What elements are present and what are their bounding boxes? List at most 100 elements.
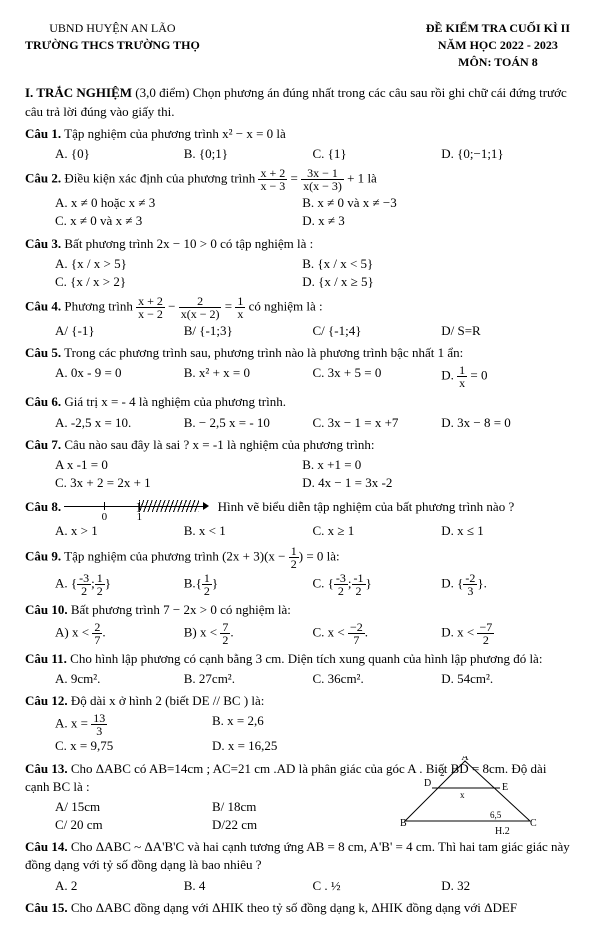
q8-opt-d: D. x ≤ 1 <box>441 522 570 540</box>
q11-opt-b: B. 27cm². <box>184 670 313 688</box>
question-5: Câu 5. Trong các phương trình sau, phươn… <box>25 344 570 389</box>
q9-opt-b: B.{12} <box>184 572 313 597</box>
q6-label: Câu 6. <box>25 394 61 409</box>
q4-opt-d: D/ S=R <box>441 322 570 340</box>
q4-tail: có nghiệm là : <box>245 299 322 314</box>
district-label: UBND HUYỆN AN LÃO <box>25 20 200 37</box>
q10-options: A) x < 27. B) x < 72. C. x < −27. D. x <… <box>55 621 570 646</box>
q4-opt-b: B/ {-1;3} <box>184 322 313 340</box>
exam-title-2: NĂM HỌC 2022 - 2023 <box>426 37 570 54</box>
header-right: ĐỀ KIỂM TRA CUỐI KÌ II NĂM HỌC 2022 - 20… <box>426 20 570 70</box>
question-8: Câu 8. 0 1 ] Hình vẽ biểu diễn tập nghiệ… <box>25 496 570 540</box>
question-2: Câu 2. Điều kiện xác định của phương trì… <box>25 167 570 230</box>
q13-options: A/ 15cm B/ 18cm C/ 20 cm D/22 cm <box>55 798 382 834</box>
q4-opt-a: A/ {-1} <box>55 322 184 340</box>
q4-frac2: 2x(x − 2) <box>179 295 222 320</box>
q10-opt-c: C. x < −27. <box>313 621 442 646</box>
q4-label: Câu 4. <box>25 299 61 314</box>
q14-text: Cho ΔABC ~ ΔA'B'C và hai cạnh tương ứng … <box>25 839 570 872</box>
q5-label: Câu 5. <box>25 345 61 360</box>
q10-label: Câu 10. <box>25 602 68 617</box>
q3-opt-a: A. {x / x > 5} <box>55 255 302 273</box>
header-left: UBND HUYỆN AN LÃO TRƯỜNG THCS TRƯỜNG THỌ <box>25 20 200 70</box>
q8-opt-a: A. x > 1 <box>55 522 184 540</box>
q11-label: Câu 11. <box>25 651 67 666</box>
q12-opt-a: A. x = 133 <box>55 712 212 737</box>
q13-opt-c: C/ 20 cm <box>55 816 212 834</box>
q4-opt-c: C/ {-1;4} <box>313 322 442 340</box>
q5-options: A. 0x - 9 = 0 B. x² + x = 0 C. 3x + 5 = … <box>55 364 570 389</box>
q8-options: A. x > 1 B. x < 1 C. x ≥ 1 D. x ≤ 1 <box>55 522 570 540</box>
q8-text: Hình vẽ biểu diễn tập nghiệm của bất phư… <box>218 499 515 514</box>
fig-label-x: x <box>460 790 465 800</box>
q15-text: Cho ΔABC đồng dạng với ΔHIK theo tỷ số đ… <box>68 900 517 915</box>
header: UBND HUYỆN AN LÃO TRƯỜNG THCS TRƯỜNG THỌ… <box>25 20 570 70</box>
q1-text: Tập nghiệm của phương trình x² − x = 0 l… <box>61 126 286 141</box>
q2-opt-c: C. x ≠ 0 và x ≠ 3 <box>55 212 302 230</box>
q13-opt-a: A/ 15cm <box>55 798 212 816</box>
q10-opt-b: B) x < 72. <box>184 621 313 646</box>
q6-opt-a: A. -2,5 x = 10. <box>55 414 184 432</box>
q2-frac1: x + 2x − 3 <box>258 167 287 192</box>
q6-opt-d: D. 3x − 8 = 0 <box>441 414 570 432</box>
fig-label-d: D <box>424 778 431 789</box>
q8-label: Câu 8. <box>25 499 61 514</box>
q7-options: A x -1 = 0 B. x +1 = 0 C. 3x + 2 = 2x + … <box>55 456 570 492</box>
q9-opt-d: D. {-23}. <box>441 572 570 597</box>
q13-opt-b: B/ 18cm <box>212 798 369 816</box>
q14-options: A. 2 B. 4 C . ½ D. 32 <box>55 877 570 895</box>
triangle-figure: A B C D E 2 x 6,5 H.2 <box>400 756 540 836</box>
q11-options: A. 9cm². B. 27cm². C. 36cm². D. 54cm². <box>55 670 570 688</box>
question-9: Câu 9. Tập nghiệm của phương trình (2x +… <box>25 545 570 597</box>
fig-label-h2: H.2 <box>495 826 510 836</box>
q8-opt-b: B. x < 1 <box>184 522 313 540</box>
q1-opt-d: D. {0;−1;1} <box>441 145 570 163</box>
q5-opt-d: D. 1x = 0 <box>441 364 570 389</box>
q11-opt-d: D. 54cm². <box>441 670 570 688</box>
q2-frac2: 3x − 1x(x − 3) <box>301 167 344 192</box>
q11-text: Cho hình lập phương có cạnh bằng 3 cm. D… <box>67 651 543 666</box>
q4-options: A/ {-1} B/ {-1;3} C/ {-1;4} D/ S=R <box>55 322 570 340</box>
q6-opt-c: C. 3x − 1 = x +7 <box>313 414 442 432</box>
q12-text: Độ dài x ở hình 2 (biết DE // BC ) là: <box>68 693 265 708</box>
q2-opt-d: D. x ≠ 3 <box>302 212 549 230</box>
fig-label-e: E <box>502 782 508 793</box>
q4-text: Phương trình <box>61 299 136 314</box>
q1-opt-c: C. {1} <box>313 145 442 163</box>
q5-opt-a: A. 0x - 9 = 0 <box>55 364 184 389</box>
q3-opt-b: B. {x / x < 5} <box>302 255 549 273</box>
q1-options: A. {0} B. {0;1} C. {1} D. {0;−1;1} <box>55 145 570 163</box>
q14-opt-a: A. 2 <box>55 877 184 895</box>
q2-plus: + 1 <box>344 171 364 186</box>
q2-opt-b: B. x ≠ 0 và x ≠ −3 <box>302 194 549 212</box>
q2-label: Câu 2. <box>25 171 61 186</box>
q2-tail: là <box>364 171 377 186</box>
fig-label-c: C <box>530 818 537 829</box>
q8-opt-c: C. x ≥ 1 <box>313 522 442 540</box>
q5-opt-b: B. x² + x = 0 <box>184 364 313 389</box>
question-15: Câu 15. Cho ΔABC đồng dạng với ΔHIK theo… <box>25 899 570 917</box>
q10-text: Bất phương trình 7 − 2x > 0 có nghiệm là… <box>68 602 291 617</box>
exam-title-1: ĐỀ KIỂM TRA CUỐI KÌ II <box>426 20 570 37</box>
q3-opt-d: D. {x / x ≥ 5} <box>302 273 549 291</box>
q10-opt-d: D. x < −72 <box>441 621 570 646</box>
q6-options: A. -2,5 x = 10. B. − 2,5 x = - 10 C. 3x … <box>55 414 570 432</box>
question-3: Câu 3. Bất phương trình 2x − 10 > 0 có t… <box>25 235 570 292</box>
q9-tail: ) = 0 là: <box>299 548 340 563</box>
exam-subject: MÔN: TOÁN 8 <box>426 54 570 71</box>
q3-label: Câu 3. <box>25 236 61 251</box>
q7-opt-a: A x -1 = 0 <box>55 456 302 474</box>
q7-opt-c: C. 3x + 2 = 2x + 1 <box>55 474 302 492</box>
q14-opt-d: D. 32 <box>441 877 570 895</box>
q2-options: A. x ≠ 0 hoặc x ≠ 3 B. x ≠ 0 và x ≠ −3 C… <box>55 194 570 230</box>
q7-text: Câu nào sau đây là sai ? x = -1 là nghiệ… <box>61 437 374 452</box>
question-6: Câu 6. Giá trị x = - 4 là nghiệm của phư… <box>25 393 570 431</box>
q14-opt-b: B. 4 <box>184 877 313 895</box>
q2-text: Điều kiện xác định của phương trình <box>61 171 258 186</box>
q9-options: A. {-32;12} B.{12} C. {-32;-12} D. {-23}… <box>55 572 570 597</box>
question-10: Câu 10. Bất phương trình 7 − 2x > 0 có n… <box>25 601 570 646</box>
section-1-intro: I. TRẮC NGHIỆM (3,0 điểm) Chọn phương án… <box>25 84 570 120</box>
question-12: Câu 12. Độ dài x ở hình 2 (biết DE // BC… <box>25 692 570 755</box>
q7-opt-b: B. x +1 = 0 <box>302 456 549 474</box>
q12-opt-c: C. x = 9,75 <box>55 737 212 755</box>
